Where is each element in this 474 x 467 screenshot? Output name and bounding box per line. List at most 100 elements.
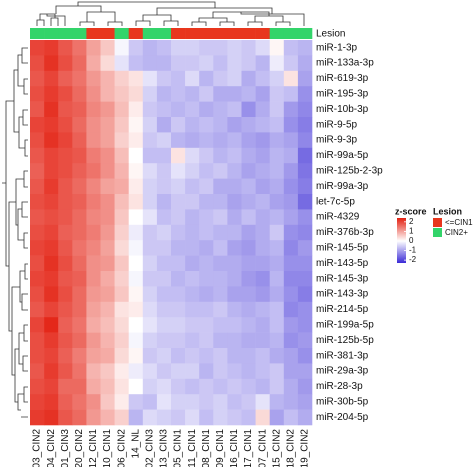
heatmap-cell (297, 101, 313, 118)
heatmap-cell (213, 348, 228, 364)
heatmap-cell (213, 332, 228, 349)
heatmap-cell (283, 40, 299, 56)
heatmap-cell (269, 240, 285, 256)
heatmap-cell (213, 40, 228, 56)
heatmap-cell (227, 117, 242, 133)
heatmap-cell (142, 224, 158, 241)
heatmap-cell (213, 240, 228, 256)
column-label: 17_CIN1 (243, 429, 254, 467)
heatmap-cell (297, 117, 313, 133)
heatmap-cell (72, 363, 87, 380)
heatmap-cell (114, 255, 129, 272)
heatmap-cell (58, 332, 73, 349)
heatmap-cell (100, 286, 115, 303)
heatmap-cell (227, 70, 242, 87)
heatmap-cell (269, 70, 285, 87)
heatmap-cell (185, 132, 200, 149)
heatmap-cell (156, 317, 172, 333)
heatmap-cell (100, 132, 115, 149)
heatmap-cell (255, 394, 270, 410)
legend-label: <=CIN1 (445, 218, 473, 227)
heatmap-cell (171, 40, 186, 56)
heatmap-cell (255, 317, 270, 333)
heatmap-cell (283, 86, 299, 102)
heatmap-cell (156, 255, 172, 272)
heatmap-cell (114, 178, 129, 195)
heatmap-cell (227, 224, 242, 241)
heatmap-cell (128, 348, 144, 364)
column-label: 01_CIN3 (60, 429, 71, 467)
heatmap-cell (114, 209, 129, 226)
heatmap-cell (227, 147, 242, 164)
column-label: 02_CIN3 (144, 429, 155, 467)
heatmap-cell (199, 163, 214, 179)
heatmap-cell (241, 178, 256, 195)
heatmap-cell (171, 55, 186, 72)
heatmap-cell (30, 209, 45, 226)
heatmap-cell (185, 394, 200, 410)
column-label: 04_CIN2 (46, 429, 57, 467)
heatmap-cell (297, 378, 313, 395)
row-label: miR-195-3p (316, 89, 369, 100)
heatmap-cell (44, 70, 59, 87)
annotation-cell (128, 28, 144, 39)
heatmap-cell (255, 40, 270, 56)
heatmap-cell (283, 301, 299, 318)
heatmap-cell (185, 194, 200, 210)
colorbar-tick-label: 1 (409, 227, 414, 236)
heatmap-cell (241, 101, 256, 118)
heatmap-cell (199, 40, 214, 56)
heatmap-cell (213, 409, 228, 426)
heatmap-cell (72, 378, 87, 395)
heatmap-cell (171, 409, 186, 426)
heatmap-cell (199, 55, 214, 72)
annotation-name: Lesion (316, 29, 345, 40)
heatmap-cell (241, 378, 256, 395)
heatmap-cell (241, 271, 256, 287)
heatmap-cell (44, 132, 59, 149)
heatmap-cell (171, 378, 186, 395)
heatmap-cell (156, 40, 172, 56)
heatmap-cell (44, 378, 59, 395)
heatmap-cell (185, 301, 200, 318)
heatmap-cell (213, 271, 228, 287)
heatmap-cell (241, 301, 256, 318)
row-label: miR-99a-3p (316, 181, 369, 192)
heatmap-cell (156, 178, 172, 195)
heatmap-cell (30, 301, 45, 318)
heatmap-cell (128, 240, 144, 256)
column-label: 09_CIN1 (215, 429, 226, 467)
heatmap-cell (44, 55, 59, 72)
column-label: 10_CIN1 (102, 429, 113, 467)
heatmap-cell (297, 163, 313, 179)
heatmap-cell (100, 70, 115, 87)
heatmap-cell (86, 394, 101, 410)
heatmap-cell (269, 363, 285, 380)
heatmap-cell (156, 363, 172, 380)
heatmap-cell (297, 255, 313, 272)
heatmap-cell (269, 55, 285, 72)
heatmap-cell (227, 271, 242, 287)
row-label: miR-28-3p (316, 381, 363, 392)
heatmap-cell (72, 86, 87, 102)
row-label: miR-214-5p (316, 304, 369, 315)
heatmap-cell (128, 255, 144, 272)
row-label: miR-145-5p (316, 243, 369, 254)
heatmap-cell (269, 224, 285, 241)
heatmap-cell (72, 332, 87, 349)
heatmap-cell (283, 55, 299, 72)
heatmap-cell (128, 209, 144, 226)
heatmap-cell (86, 240, 101, 256)
heatmap-cell (156, 163, 172, 179)
heatmap-cell (156, 132, 172, 149)
heatmap-cell (58, 394, 73, 410)
heatmap-cell (72, 147, 87, 164)
heatmap-cell (227, 301, 242, 318)
heatmap-cell (30, 317, 45, 333)
heatmap-cell (128, 378, 144, 395)
heatmap-cell (86, 286, 101, 303)
heatmap-cell (213, 117, 228, 133)
heatmap-cell (255, 332, 270, 349)
row-label: miR-9-3p (316, 135, 358, 146)
heatmap-cell (100, 40, 115, 56)
